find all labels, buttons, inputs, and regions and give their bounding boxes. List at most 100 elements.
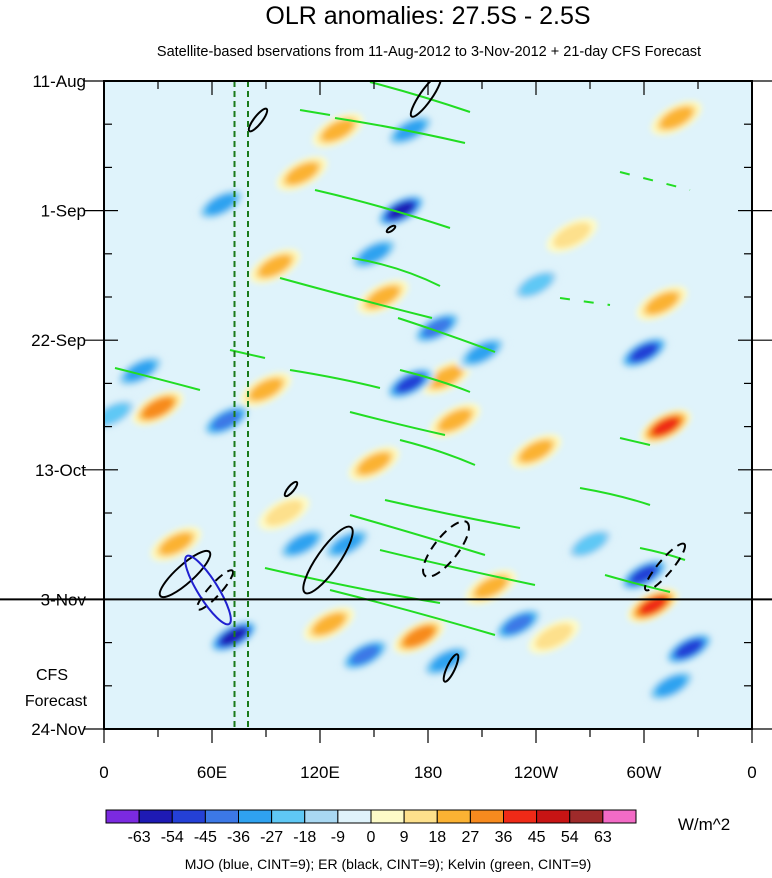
anomaly-blob: [206, 194, 236, 215]
colorbar-label: 54: [561, 829, 579, 846]
colorbar-label: -27: [260, 829, 283, 846]
anomaly-blob: [474, 576, 508, 598]
anomaly-blob: [535, 623, 573, 650]
kelvin-contour: [399, 439, 476, 466]
kelvin-contour: [114, 367, 201, 391]
er-contour: [283, 480, 299, 498]
colorbar-label: 0: [367, 829, 376, 846]
kelvin-contour: [289, 369, 381, 389]
anomaly-blob: [249, 378, 283, 401]
kelvin-contour: [397, 317, 496, 353]
plot-area: [104, 81, 752, 729]
anomaly-blob: [652, 417, 680, 436]
anomaly-blob: [645, 292, 679, 315]
anomaly-blob: [519, 440, 553, 463]
x-tick-label: 180: [414, 763, 442, 782]
colorbar-swatch: [602, 809, 637, 824]
kelvin-contour: [349, 411, 446, 436]
colorbar-swatch: [238, 809, 273, 824]
anomaly-blob: [258, 255, 292, 277]
kelvin-contour: [369, 81, 471, 113]
anomaly-blob: [519, 273, 553, 296]
colorbar-swatch: [469, 809, 504, 824]
forecast-label-line1: CFS: [36, 667, 68, 684]
kelvin-contour: [314, 189, 451, 229]
anomaly-blob: [159, 533, 193, 555]
colorbar-label: 36: [495, 829, 513, 846]
colorbar-unit: W/m^2: [678, 815, 730, 834]
chart-subtitle: Satellite-based bservations from 11-Aug-…: [157, 44, 701, 60]
anomaly-blob: [553, 222, 591, 249]
colorbar-label: -18: [293, 829, 316, 846]
colorbar: [105, 809, 637, 824]
anomaly-blob: [125, 361, 155, 381]
colorbar-swatch: [204, 809, 239, 824]
er-contour: [302, 525, 354, 595]
colorbar-labels: -63 -54 -45 -36 -27 -18 -9 0 9 18 27 36 45 54 63: [128, 829, 612, 846]
anomaly-blob: [357, 452, 391, 475]
y-tick-label: 11-Aug: [32, 72, 86, 91]
er-contour: [385, 224, 397, 234]
er-contour: [247, 107, 269, 133]
x-tick-label: 0: [99, 763, 108, 782]
anomaly-blob: [351, 645, 379, 664]
y-axis-labels: 11-Aug 1-Sep 22-Sep 13-Oct 3-Nov 24-Nov: [31, 72, 86, 739]
colorbar-swatch: [503, 809, 538, 824]
kelvin-contour: [379, 549, 536, 586]
kelvin-contour: [334, 117, 466, 144]
anomaly-blob: [212, 411, 240, 430]
kelvin-contour: [329, 589, 496, 636]
y-tick-label: 22-Sep: [31, 331, 86, 350]
anomaly-blob: [359, 244, 389, 264]
colorbar-label: 18: [428, 829, 446, 846]
kelvin-contour: [639, 547, 686, 561]
colorbar-swatch: [304, 809, 339, 824]
kelvin-contour: [384, 499, 521, 529]
anomaly-blob: [397, 374, 423, 392]
anomaly-blob: [504, 615, 532, 634]
anomaly-blob: [265, 500, 303, 526]
anomaly-blob: [467, 342, 497, 363]
colorbar-label: 27: [461, 829, 479, 846]
anomaly-blob: [332, 534, 362, 554]
colorbar-swatch: [436, 809, 471, 824]
axis-ticks: [84, 80, 772, 743]
anomaly-blob: [631, 343, 657, 362]
anomaly-blob: [285, 162, 319, 185]
anomaly-blob: [388, 202, 414, 219]
er-contour: [422, 520, 470, 578]
anomaly-field: [104, 100, 715, 704]
x-tick-label: 60W: [627, 763, 662, 782]
colorbar-swatch: [403, 809, 438, 824]
colorbar-label: 9: [400, 829, 409, 846]
er-contour: [442, 653, 460, 683]
anomaly-blob: [660, 107, 693, 129]
colorbar-swatch: [138, 809, 173, 824]
colorbar-swatch: [337, 809, 372, 824]
kelvin-contour: [351, 257, 441, 287]
colorbar-swatch: [370, 809, 405, 824]
x-tick-label: 120W: [514, 763, 558, 782]
anomaly-blob: [312, 613, 346, 635]
er-contour: [643, 542, 687, 592]
er-contour: [196, 569, 234, 611]
colorbar-label: 63: [594, 829, 612, 846]
colorbar-label: -45: [194, 829, 217, 846]
kelvin-contour: [579, 487, 651, 506]
y-tick-label: 13-Oct: [35, 461, 86, 480]
colorbar-swatch: [105, 809, 140, 824]
colorbar-swatch: [271, 809, 306, 824]
x-tick-label: 0: [747, 763, 756, 782]
anomaly-blob: [404, 626, 434, 647]
colorbar-label: 45: [528, 829, 546, 846]
x-tick-label: 60E: [197, 763, 227, 782]
anomaly-blob: [143, 398, 173, 418]
kelvin-contour: [604, 574, 671, 593]
x-tick-label: 120E: [300, 763, 340, 782]
anomaly-blob: [631, 566, 657, 584]
colorbar-label: -63: [128, 829, 151, 846]
colorbar-label: -36: [227, 829, 250, 846]
x-axis-labels: 0 60E 120E 180 120W 60W 0: [99, 763, 756, 782]
colorbar-label: -9: [331, 829, 345, 846]
mjo-contour: [184, 554, 232, 626]
